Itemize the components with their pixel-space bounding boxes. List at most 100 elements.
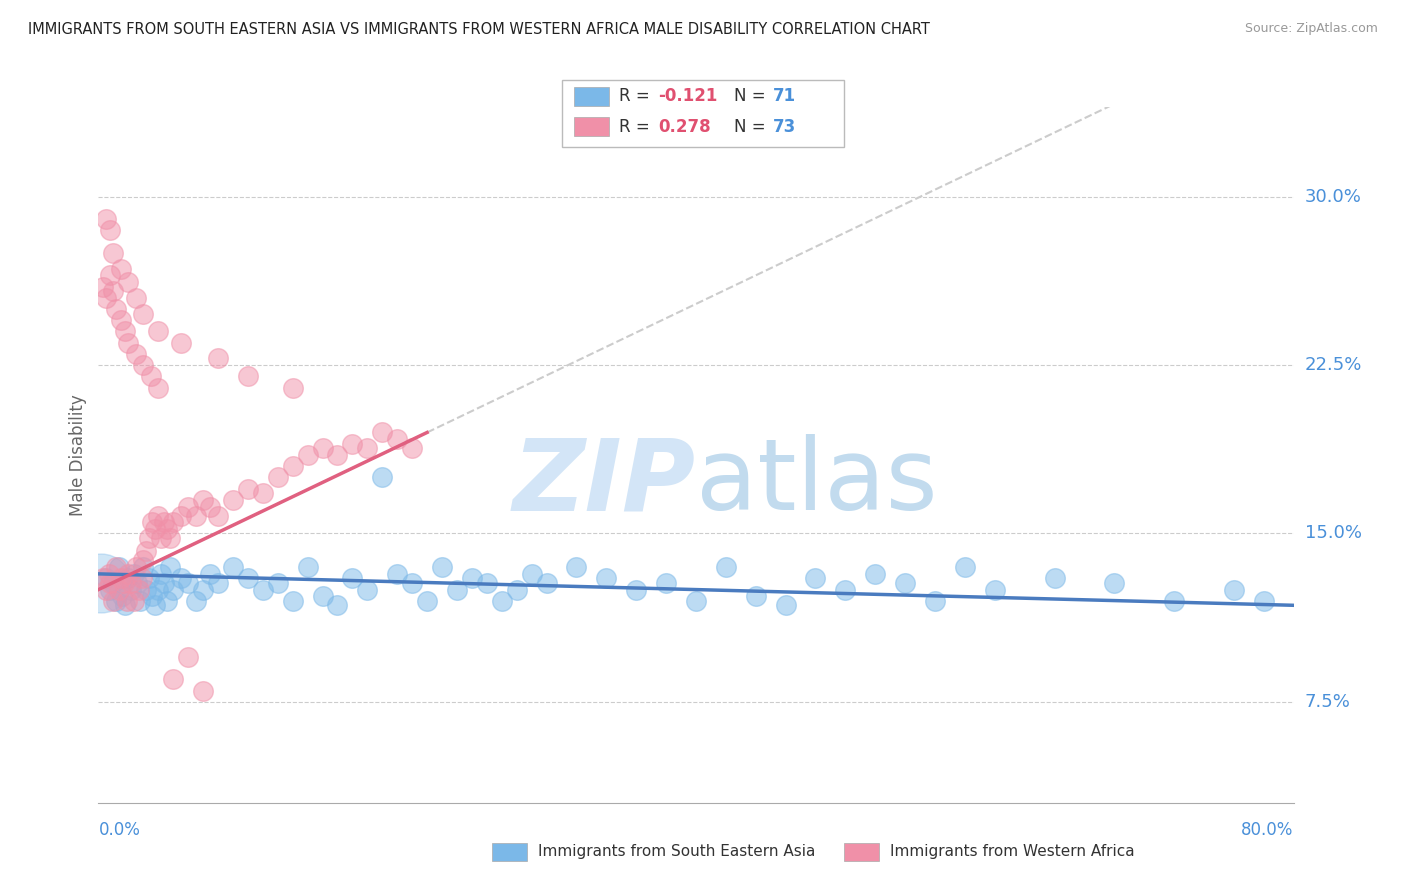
- Point: [131, 571, 153, 585]
- Point: [252, 486, 274, 500]
- Point: [98, 268, 122, 283]
- Text: ZIP: ZIP: [513, 434, 696, 532]
- Point: [311, 441, 333, 455]
- Point: [98, 582, 122, 597]
- Point: [177, 649, 200, 664]
- Point: [110, 261, 132, 276]
- Point: [520, 566, 543, 581]
- Point: [222, 560, 245, 574]
- Point: [114, 325, 136, 339]
- Text: R =: R =: [619, 87, 655, 105]
- Point: [97, 566, 120, 581]
- Point: [834, 582, 856, 597]
- Point: [804, 571, 827, 585]
- Point: [148, 508, 170, 523]
- Point: [200, 500, 222, 514]
- Point: [162, 515, 184, 529]
- Point: [135, 544, 157, 558]
- Point: [124, 594, 146, 608]
- Point: [326, 448, 349, 462]
- Text: 0.278: 0.278: [658, 118, 710, 136]
- Point: [111, 590, 134, 604]
- Point: [200, 566, 222, 581]
- Point: [153, 575, 176, 590]
- Point: [132, 306, 155, 320]
- Point: [148, 582, 170, 597]
- Point: [112, 575, 135, 590]
- Point: [150, 566, 173, 581]
- Point: [297, 448, 319, 462]
- Point: [94, 571, 117, 585]
- Text: 0.0%: 0.0%: [98, 821, 141, 838]
- Point: [326, 599, 349, 613]
- Point: [207, 508, 229, 523]
- Point: [141, 515, 163, 529]
- Point: [184, 508, 207, 523]
- Point: [125, 347, 148, 361]
- Point: [162, 673, 184, 687]
- Point: [565, 560, 588, 574]
- Point: [143, 599, 166, 613]
- Point: [117, 571, 139, 585]
- Point: [169, 508, 191, 523]
- Y-axis label: Male Disability: Male Disability: [69, 394, 87, 516]
- Point: [177, 500, 200, 514]
- Point: [143, 522, 166, 536]
- Point: [117, 275, 139, 289]
- Point: [139, 369, 162, 384]
- Point: [745, 590, 768, 604]
- Text: -0.121: -0.121: [658, 87, 717, 105]
- Point: [236, 482, 259, 496]
- Point: [91, 571, 114, 585]
- Point: [371, 425, 394, 440]
- Point: [117, 335, 139, 350]
- Point: [714, 560, 737, 574]
- Text: R =: R =: [619, 118, 655, 136]
- Point: [103, 246, 125, 260]
- Point: [342, 436, 364, 450]
- Point: [401, 441, 423, 455]
- Point: [401, 575, 423, 590]
- Point: [475, 575, 498, 590]
- Point: [156, 522, 179, 536]
- Point: [491, 594, 513, 608]
- Point: [311, 590, 333, 604]
- Text: 80.0%: 80.0%: [1241, 821, 1294, 838]
- Point: [416, 594, 439, 608]
- Point: [191, 492, 214, 507]
- Point: [371, 470, 394, 484]
- Point: [114, 599, 136, 613]
- Point: [159, 560, 181, 574]
- Text: Source: ZipAtlas.com: Source: ZipAtlas.com: [1244, 22, 1378, 36]
- Text: 22.5%: 22.5%: [1305, 356, 1362, 374]
- Text: Immigrants from Western Africa: Immigrants from Western Africa: [890, 845, 1135, 859]
- Point: [356, 582, 378, 597]
- Point: [117, 566, 139, 581]
- Point: [103, 284, 125, 298]
- Point: [281, 381, 304, 395]
- Point: [191, 582, 214, 597]
- Point: [1223, 582, 1246, 597]
- Point: [894, 575, 917, 590]
- Point: [191, 683, 214, 698]
- Text: Immigrants from South Eastern Asia: Immigrants from South Eastern Asia: [538, 845, 815, 859]
- Text: N =: N =: [734, 118, 770, 136]
- Point: [953, 560, 976, 574]
- Point: [169, 571, 191, 585]
- Point: [983, 582, 1005, 597]
- Point: [865, 566, 887, 581]
- Point: [94, 582, 117, 597]
- Point: [252, 582, 274, 597]
- Point: [110, 313, 132, 327]
- Point: [281, 594, 304, 608]
- Point: [150, 531, 173, 545]
- Point: [177, 575, 200, 590]
- Point: [236, 571, 259, 585]
- Text: IMMIGRANTS FROM SOUTH EASTERN ASIA VS IMMIGRANTS FROM WESTERN AFRICA MALE DISABI: IMMIGRANTS FROM SOUTH EASTERN ASIA VS IM…: [28, 22, 929, 37]
- Point: [267, 575, 290, 590]
- Text: 71: 71: [773, 87, 796, 105]
- Point: [1104, 575, 1126, 590]
- Point: [1253, 594, 1275, 608]
- Point: [159, 531, 181, 545]
- Point: [222, 492, 245, 507]
